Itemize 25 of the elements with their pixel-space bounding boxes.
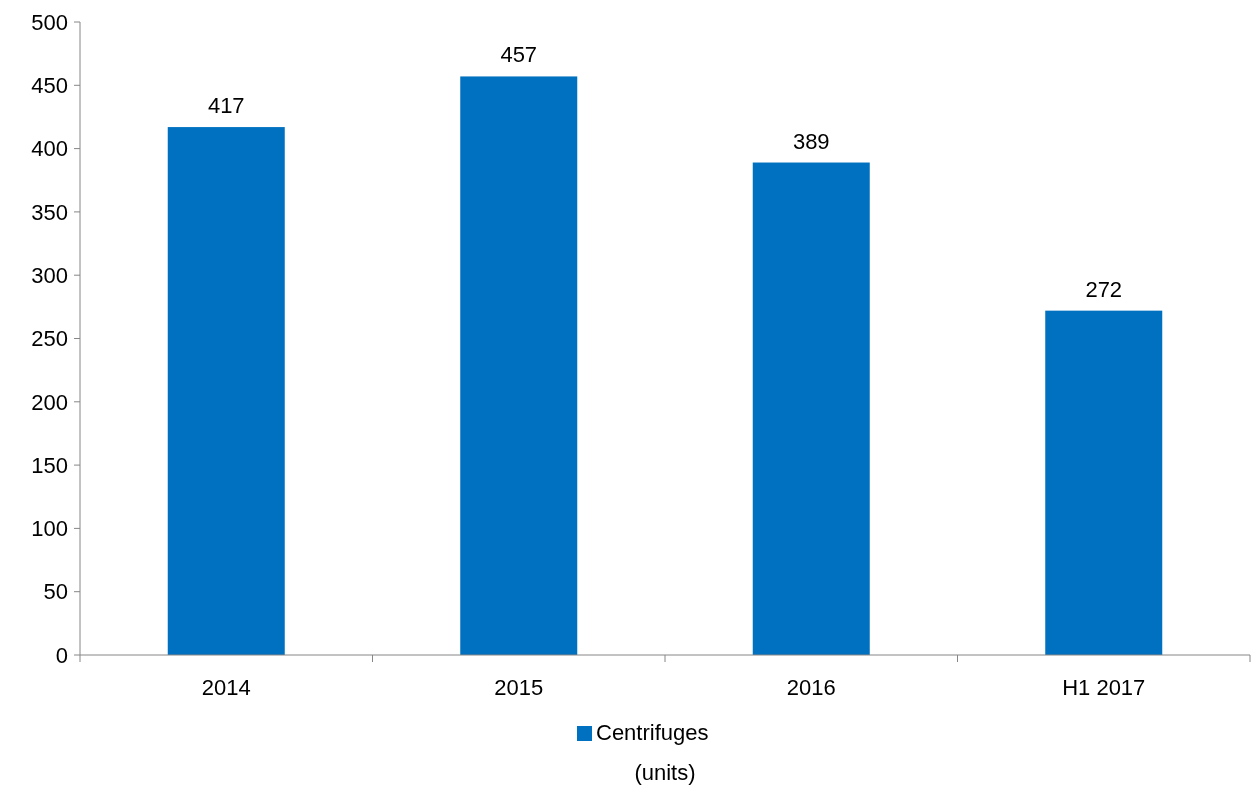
y-tick-label: 450 — [31, 73, 68, 98]
x-tick-label: 2015 — [494, 675, 544, 700]
bar — [752, 162, 870, 655]
y-tick-label: 500 — [31, 9, 68, 35]
y-tick-label: 0 — [55, 642, 68, 668]
x-tick-label: 2016 — [786, 675, 836, 700]
data-label: 272 — [1085, 276, 1123, 302]
x-tick-label: H1 2017 — [1062, 675, 1146, 700]
y-tick-label: 150 — [31, 452, 68, 478]
legend-label: Centrifuges — [596, 720, 709, 745]
y-tick-label: 200 — [31, 389, 68, 415]
x-tick-label: 2014 — [201, 675, 251, 700]
y-tick-label: 250 — [31, 326, 68, 352]
y-tick-label: 300 — [31, 262, 68, 288]
y-tick-label: 350 — [31, 199, 68, 225]
data-label: 389 — [792, 128, 830, 154]
data-label: 457 — [500, 42, 538, 68]
y-tick-label: 100 — [31, 516, 68, 542]
text: (units) — [634, 760, 696, 785]
y-tick-label: 400 — [31, 136, 68, 162]
y-tick-label: 50 — [43, 579, 68, 605]
bar — [460, 76, 578, 655]
bar — [1045, 310, 1163, 655]
data-label: 417 — [207, 93, 245, 119]
bar — [167, 127, 285, 655]
